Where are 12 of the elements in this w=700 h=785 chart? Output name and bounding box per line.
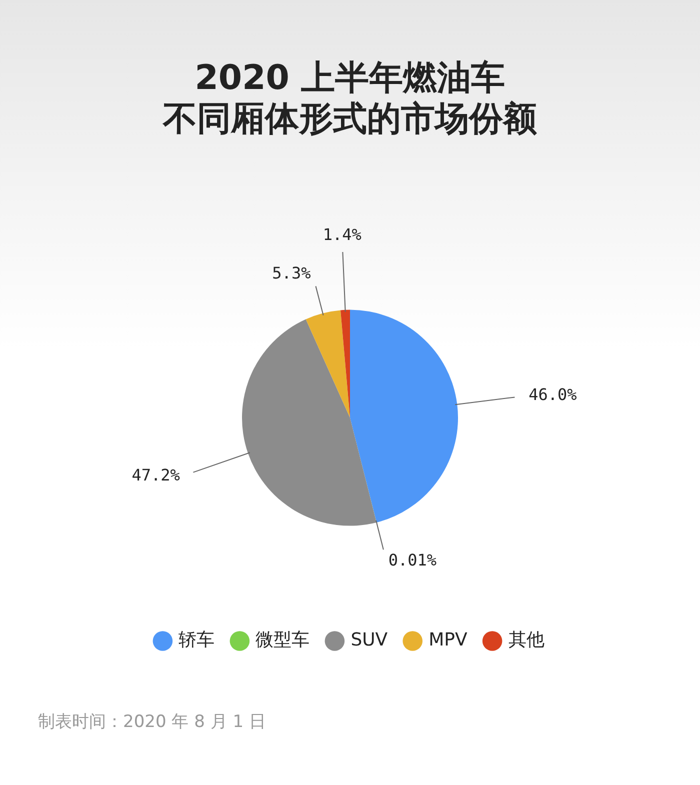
text: 制表时间：2020 年 8 月 1 日	[38, 711, 266, 733]
legend-label: 轿车	[178, 630, 215, 651]
legend-label: SUV	[350, 630, 388, 651]
data-label: 46.0%	[528, 384, 578, 404]
data-label: 5.3%	[272, 264, 312, 283]
legend-label: 微型车	[256, 630, 310, 651]
legend-label: 其他	[508, 630, 544, 651]
data-label: 47.2%	[132, 465, 180, 484]
legend-label: MPV	[428, 630, 468, 651]
chart-title: 2020 上半年燃油车不同厢体形式的市场份额	[162, 58, 537, 140]
data-label: 0.01%	[388, 550, 437, 570]
data-label: 1.4%	[322, 225, 362, 244]
